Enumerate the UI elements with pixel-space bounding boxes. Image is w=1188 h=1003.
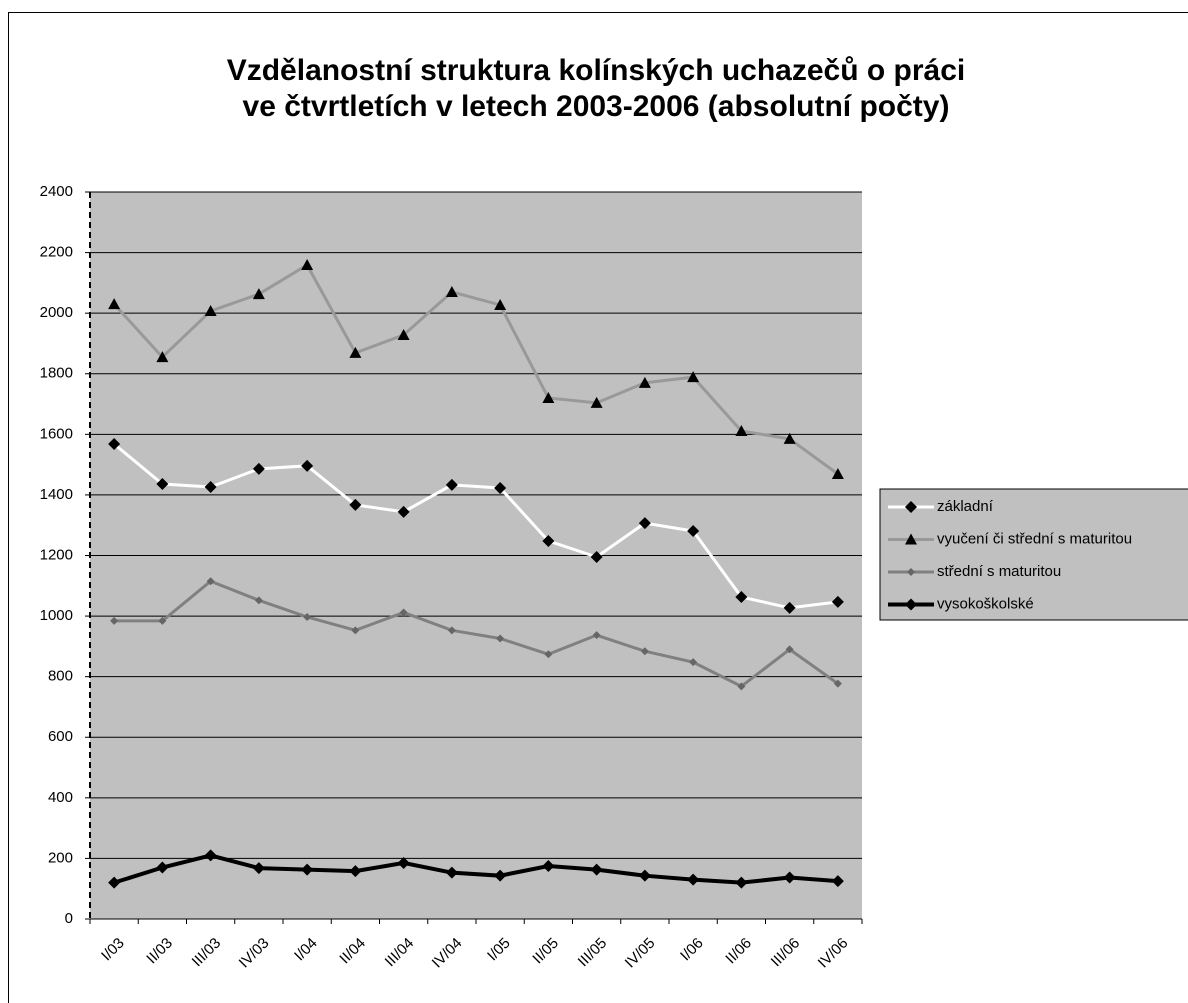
y-tick-label: 1800 (40, 365, 73, 382)
y-tick-label: 1200 (40, 546, 73, 563)
legend-label: základní (937, 498, 994, 515)
marker (542, 859, 555, 872)
y-tick-label: 2200 (40, 244, 73, 261)
series-line (113, 853, 839, 885)
series-line (114, 579, 839, 689)
marker (735, 425, 748, 437)
y-tick-label: 600 (48, 728, 73, 745)
marker (252, 862, 265, 875)
marker (349, 498, 362, 511)
y-tick-label: 1400 (40, 486, 73, 503)
marker (638, 376, 651, 388)
marker (833, 679, 842, 688)
y-tick-label: 400 (48, 789, 73, 806)
marker (590, 396, 603, 408)
y-tick-label: 2400 (40, 183, 73, 200)
marker (349, 346, 362, 358)
legend-label: vysokoškolské (937, 595, 1034, 612)
marker (640, 647, 649, 656)
marker (204, 305, 217, 317)
marker (905, 501, 917, 513)
marker (494, 869, 507, 882)
marker (907, 568, 915, 576)
marker (687, 371, 700, 383)
marker (204, 849, 217, 862)
marker (905, 598, 917, 611)
marker (397, 856, 410, 869)
marker (592, 631, 601, 640)
marker (156, 478, 169, 491)
marker (542, 391, 555, 403)
marker (445, 285, 458, 297)
marker (445, 866, 458, 879)
marker (542, 534, 555, 547)
y-tick-label: 2000 (40, 304, 73, 321)
marker (397, 505, 410, 518)
marker (252, 462, 265, 475)
marker (831, 468, 844, 480)
marker (445, 478, 458, 491)
marker (638, 869, 651, 882)
marker (494, 481, 507, 494)
marker (204, 481, 217, 494)
marker (108, 298, 121, 310)
y-tick-label: 1000 (40, 607, 73, 624)
marker (735, 590, 748, 603)
y-tick-label: 0 (65, 910, 73, 927)
marker (905, 533, 917, 545)
marker (110, 616, 119, 625)
marker (638, 517, 651, 530)
marker (156, 861, 169, 874)
y-tick-label: 1600 (40, 425, 73, 442)
y-tick-label: 800 (48, 668, 73, 685)
legend-label: vyučení či střední s maturitou (937, 530, 1132, 547)
marker (783, 601, 796, 614)
marker (590, 863, 603, 876)
marker (399, 608, 408, 617)
series-line (113, 262, 839, 476)
marker (158, 616, 167, 625)
marker (496, 634, 505, 643)
marker (349, 865, 362, 878)
legend-box (879, 488, 1188, 621)
marker (831, 875, 844, 888)
series-line (113, 442, 839, 610)
marker (783, 432, 796, 444)
marker (206, 577, 215, 586)
marker (737, 682, 746, 691)
legend-label: střední s maturitou (937, 563, 1061, 580)
chart-title: ve čtvrtletích v letech 2003-2006 (absol… (243, 90, 950, 123)
marker (735, 876, 748, 889)
marker (303, 612, 312, 621)
marker (544, 650, 553, 659)
marker (785, 645, 794, 654)
marker (397, 328, 410, 340)
marker (301, 459, 314, 472)
marker (252, 288, 265, 300)
marker (689, 658, 698, 667)
chart-title: Vzdělanostní struktura kolínských uchaze… (227, 54, 966, 87)
marker (351, 626, 360, 635)
marker (494, 298, 507, 310)
marker (108, 438, 121, 451)
marker (254, 596, 263, 605)
marker (831, 595, 844, 608)
marker (301, 259, 314, 271)
marker (301, 863, 314, 876)
marker (783, 871, 796, 884)
y-tick-label: 200 (48, 849, 73, 866)
marker (156, 351, 169, 363)
marker (687, 873, 700, 886)
marker (108, 876, 121, 889)
marker (447, 626, 456, 635)
marker (687, 524, 700, 537)
marker (590, 551, 603, 564)
